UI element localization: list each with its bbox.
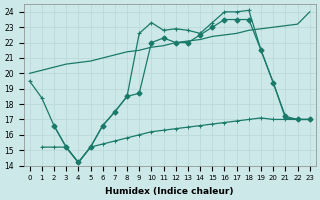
- X-axis label: Humidex (Indice chaleur): Humidex (Indice chaleur): [105, 187, 234, 196]
